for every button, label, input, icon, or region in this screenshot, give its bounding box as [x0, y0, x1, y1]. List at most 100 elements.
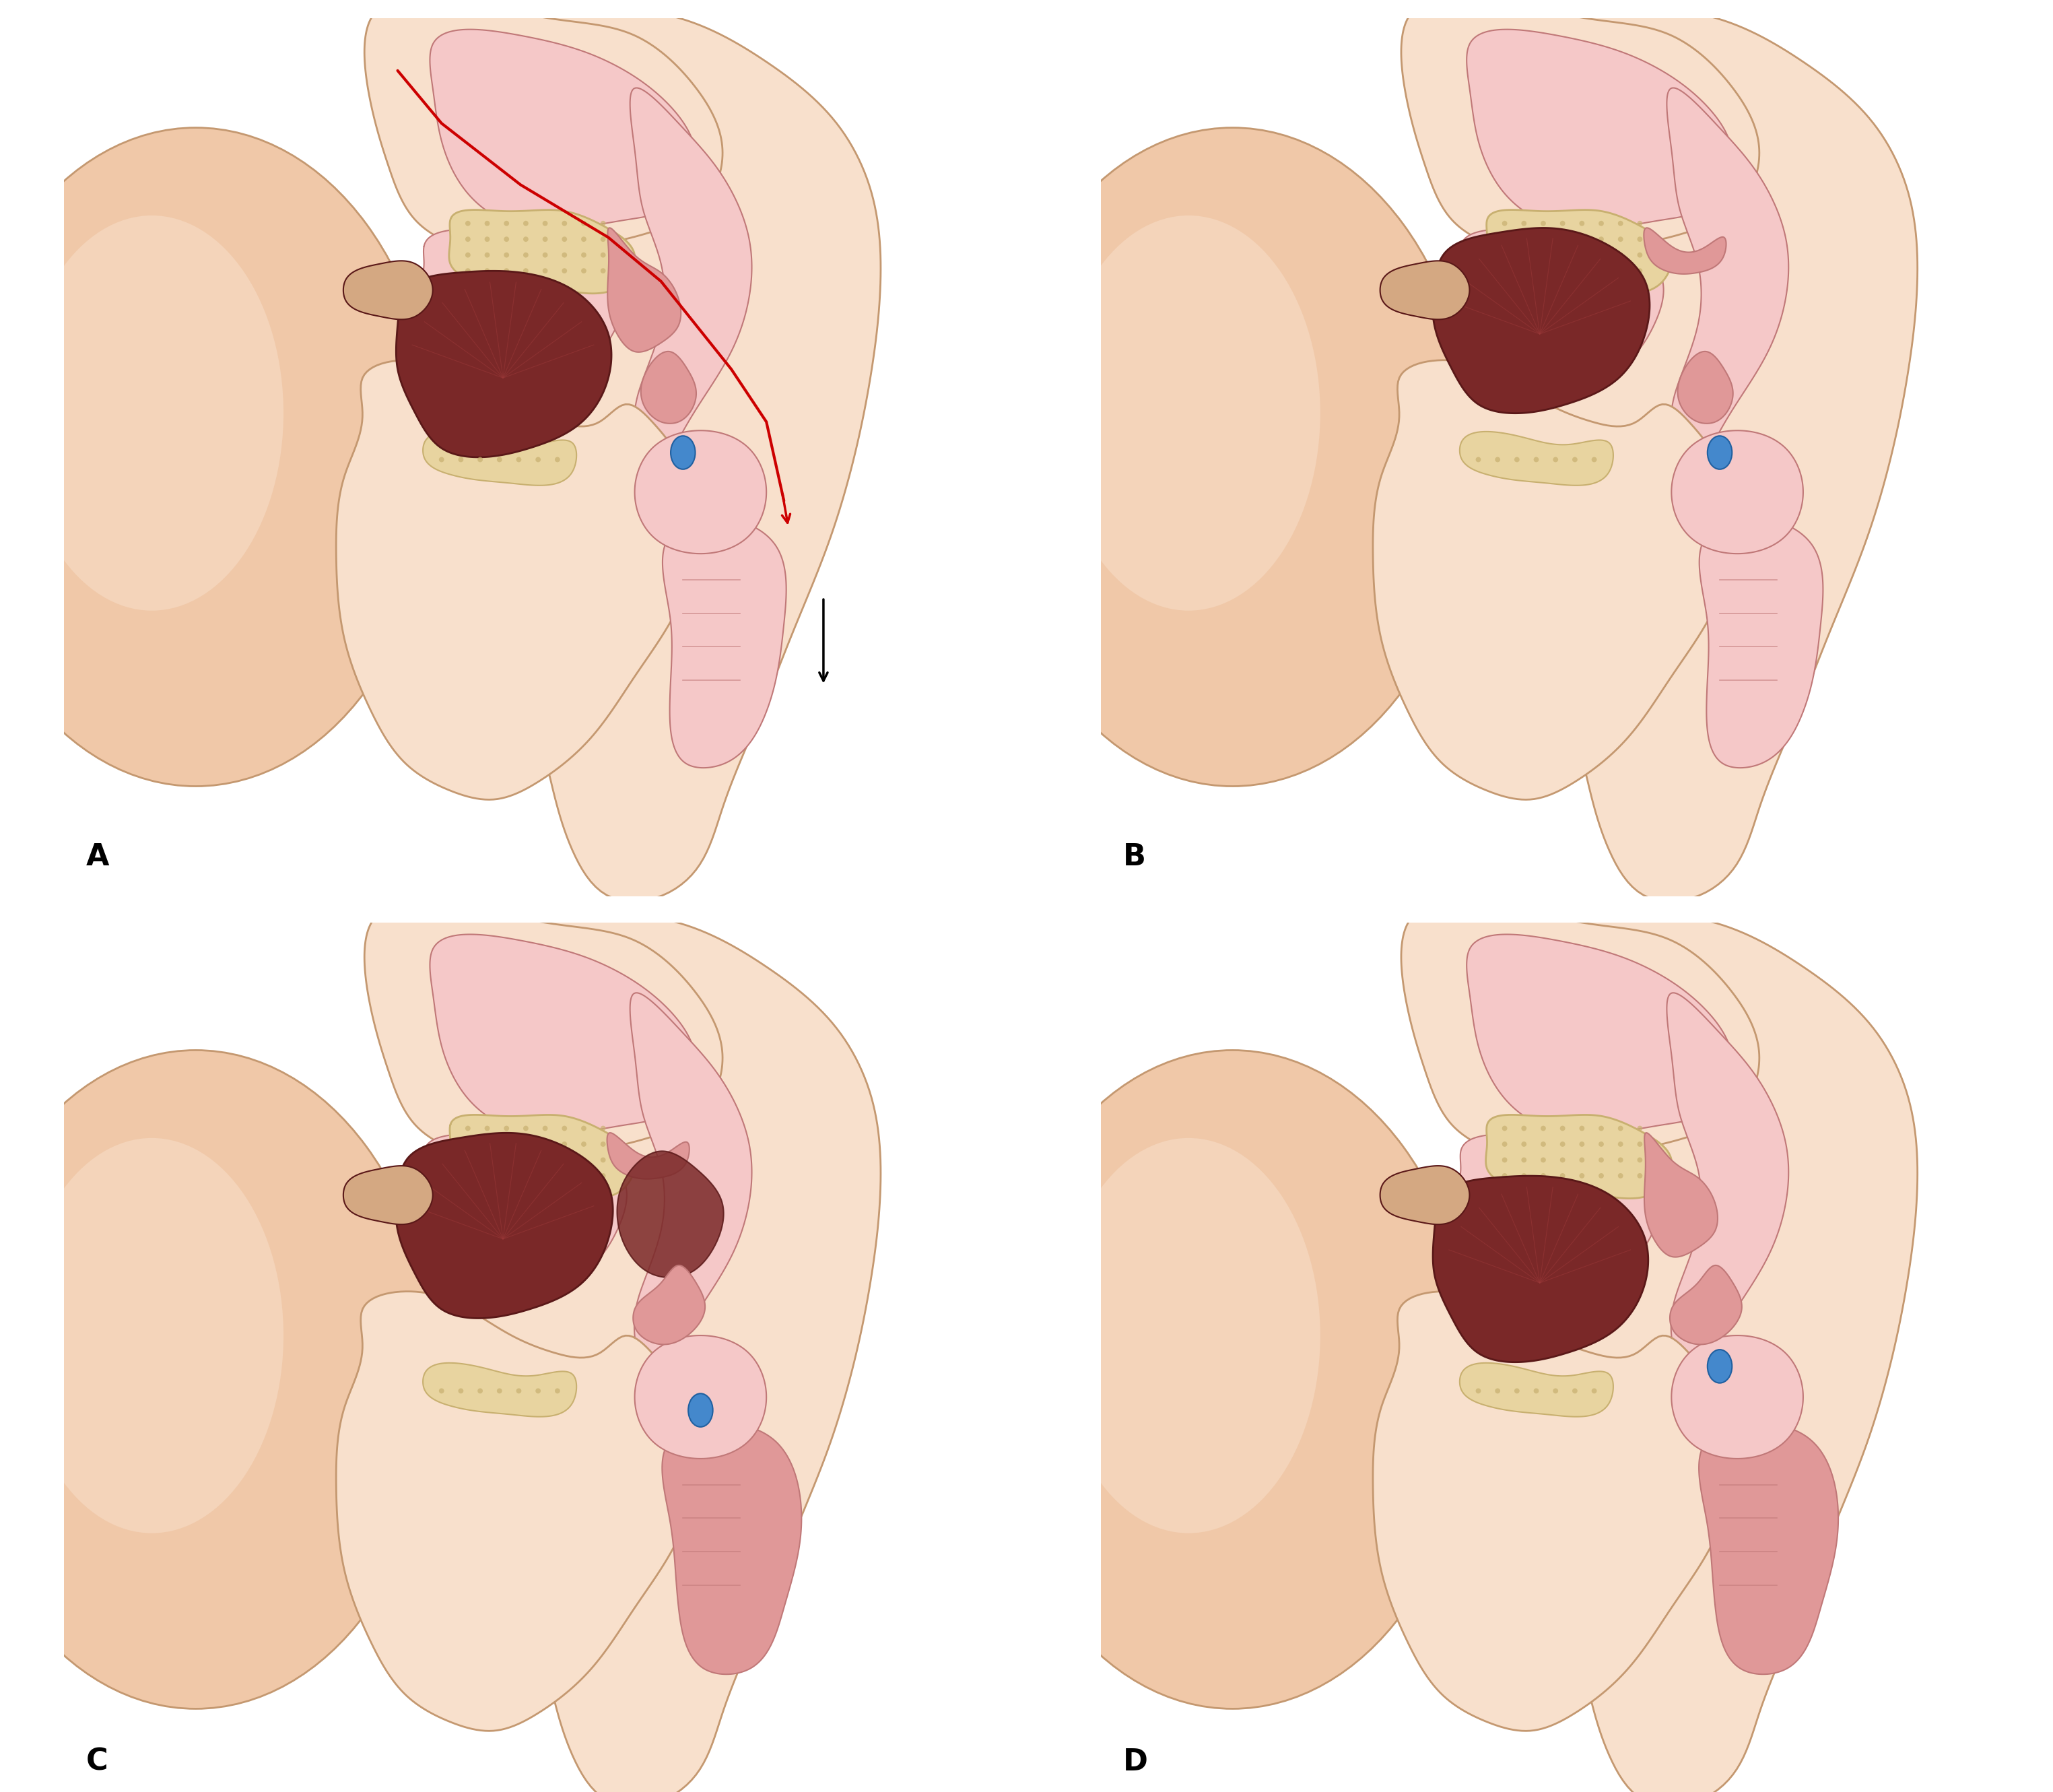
- Ellipse shape: [542, 253, 548, 258]
- Ellipse shape: [1057, 215, 1320, 611]
- Ellipse shape: [524, 220, 528, 226]
- Ellipse shape: [478, 457, 482, 462]
- Ellipse shape: [1579, 1142, 1585, 1147]
- Ellipse shape: [1591, 1389, 1597, 1394]
- Polygon shape: [423, 432, 577, 486]
- Ellipse shape: [0, 1050, 437, 1710]
- Polygon shape: [663, 518, 786, 767]
- Ellipse shape: [515, 1389, 521, 1394]
- Polygon shape: [1644, 228, 1727, 274]
- Polygon shape: [608, 1133, 690, 1179]
- Polygon shape: [1669, 1265, 1741, 1344]
- Ellipse shape: [554, 1389, 560, 1394]
- Ellipse shape: [1579, 269, 1585, 274]
- Polygon shape: [1466, 934, 1733, 1134]
- Ellipse shape: [1515, 1389, 1519, 1394]
- Polygon shape: [450, 1115, 634, 1199]
- Ellipse shape: [1540, 237, 1546, 242]
- Ellipse shape: [1591, 457, 1597, 462]
- Ellipse shape: [1540, 269, 1546, 274]
- Ellipse shape: [599, 1174, 606, 1179]
- Ellipse shape: [503, 1142, 509, 1147]
- Ellipse shape: [581, 237, 587, 242]
- Polygon shape: [1486, 210, 1671, 294]
- Ellipse shape: [536, 1389, 540, 1394]
- Ellipse shape: [524, 1142, 528, 1147]
- Ellipse shape: [1521, 269, 1527, 274]
- Text: A: A: [86, 842, 109, 871]
- Ellipse shape: [458, 1389, 464, 1394]
- Polygon shape: [663, 1423, 801, 1674]
- Polygon shape: [1449, 1133, 1663, 1292]
- Ellipse shape: [485, 237, 491, 242]
- Ellipse shape: [542, 1174, 548, 1179]
- Ellipse shape: [1503, 1158, 1507, 1163]
- Ellipse shape: [1573, 457, 1577, 462]
- Ellipse shape: [485, 1158, 491, 1163]
- Ellipse shape: [466, 237, 470, 242]
- Polygon shape: [1667, 88, 1788, 475]
- Ellipse shape: [1560, 1158, 1564, 1163]
- Ellipse shape: [599, 237, 606, 242]
- Polygon shape: [1667, 993, 1788, 1380]
- Ellipse shape: [1534, 457, 1540, 462]
- Ellipse shape: [503, 253, 509, 258]
- Ellipse shape: [1560, 1142, 1564, 1147]
- Polygon shape: [1472, 9, 1918, 901]
- Ellipse shape: [1579, 1174, 1585, 1179]
- Ellipse shape: [563, 1174, 567, 1179]
- Text: C: C: [86, 1747, 109, 1776]
- Ellipse shape: [563, 269, 567, 274]
- Ellipse shape: [1503, 1142, 1507, 1147]
- Polygon shape: [1700, 1423, 1837, 1674]
- Polygon shape: [337, 360, 696, 799]
- Ellipse shape: [1521, 1125, 1527, 1131]
- Ellipse shape: [1636, 1158, 1642, 1163]
- Ellipse shape: [1618, 1125, 1624, 1131]
- Ellipse shape: [1560, 237, 1564, 242]
- Text: D: D: [1123, 1747, 1148, 1776]
- Ellipse shape: [497, 1389, 503, 1394]
- Polygon shape: [1402, 0, 1759, 254]
- Ellipse shape: [1636, 1174, 1642, 1179]
- Ellipse shape: [478, 1389, 482, 1394]
- Ellipse shape: [1618, 269, 1624, 274]
- Ellipse shape: [485, 220, 491, 226]
- Polygon shape: [1380, 262, 1470, 319]
- Ellipse shape: [524, 1174, 528, 1179]
- Ellipse shape: [1503, 237, 1507, 242]
- Ellipse shape: [1552, 457, 1558, 462]
- Ellipse shape: [581, 220, 587, 226]
- Ellipse shape: [1521, 253, 1527, 258]
- Ellipse shape: [1636, 237, 1642, 242]
- Polygon shape: [632, 1265, 704, 1344]
- Ellipse shape: [1579, 220, 1585, 226]
- Ellipse shape: [563, 1158, 567, 1163]
- Ellipse shape: [581, 253, 587, 258]
- Ellipse shape: [503, 220, 509, 226]
- Ellipse shape: [1560, 1174, 1564, 1179]
- Ellipse shape: [542, 1158, 548, 1163]
- Ellipse shape: [563, 220, 567, 226]
- Ellipse shape: [485, 1125, 491, 1131]
- Polygon shape: [1373, 360, 1733, 799]
- Ellipse shape: [1618, 253, 1624, 258]
- Ellipse shape: [599, 1158, 606, 1163]
- Ellipse shape: [599, 1142, 606, 1147]
- Polygon shape: [337, 1292, 696, 1731]
- Ellipse shape: [1599, 237, 1603, 242]
- Ellipse shape: [1540, 1174, 1546, 1179]
- Ellipse shape: [536, 457, 540, 462]
- Ellipse shape: [1503, 1125, 1507, 1131]
- Ellipse shape: [599, 253, 606, 258]
- Ellipse shape: [992, 127, 1474, 787]
- Polygon shape: [634, 430, 766, 554]
- Polygon shape: [1466, 29, 1733, 229]
- Ellipse shape: [1540, 1142, 1546, 1147]
- Polygon shape: [435, 9, 881, 901]
- Ellipse shape: [599, 1125, 606, 1131]
- Ellipse shape: [1057, 1138, 1320, 1534]
- Polygon shape: [1380, 1167, 1470, 1224]
- Ellipse shape: [1579, 1125, 1585, 1131]
- Ellipse shape: [1708, 1349, 1733, 1383]
